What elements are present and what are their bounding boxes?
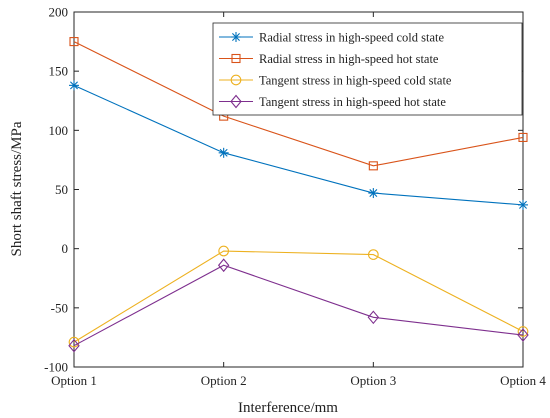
data-point	[69, 80, 79, 91]
data-point	[218, 245, 230, 257]
y-tick-label: 50	[55, 182, 68, 197]
legend-box	[212, 22, 523, 116]
series-2	[69, 37, 528, 171]
legend-label: Tangent stress in high-speed hot state	[259, 95, 446, 109]
y-tick-label: -50	[51, 300, 68, 315]
data-point	[69, 37, 79, 47]
data-point	[367, 249, 379, 260]
y-tick-label: 100	[49, 123, 69, 138]
data-point	[68, 336, 80, 348]
x-tick-label: Option 3	[350, 373, 396, 388]
x-tick-label: Option 1	[51, 373, 97, 388]
legend-label: Tangent stress in high-speed cold state	[259, 74, 452, 88]
legend-label: Radial stress in high-speed cold state	[259, 31, 444, 45]
data-point	[518, 199, 528, 210]
data-point	[367, 310, 380, 325]
y-tick-label: 0	[62, 241, 69, 256]
legend-item: Radial stress in high-speed hot state	[219, 52, 439, 66]
series-line	[73, 264, 524, 347]
y-tick-label: 150	[49, 64, 69, 79]
series-line	[73, 84, 524, 206]
data-point	[517, 328, 529, 342]
y-tick-label: 200	[49, 5, 69, 20]
legend-item: Tangent stress in high-speed hot state	[219, 94, 446, 109]
data-point	[517, 326, 529, 337]
y-tick-label: -100	[44, 360, 68, 375]
legend-item: Tangent stress in high-speed cold state	[219, 74, 452, 88]
series-line	[73, 250, 524, 343]
legend-marker	[231, 53, 241, 64]
series-line	[73, 41, 524, 167]
data-point	[68, 338, 80, 353]
x-axis-label: Interference/mm	[238, 400, 338, 416]
series-4	[68, 258, 529, 353]
legend-marker	[230, 94, 242, 109]
series-3	[68, 245, 529, 348]
data-series	[68, 37, 529, 353]
legend-marker	[230, 74, 242, 86]
series-1	[69, 80, 528, 210]
legend: Radial stress in high-speed cold state Ra…	[212, 22, 523, 116]
legend-label: Radial stress in high-speed hot state	[259, 52, 439, 66]
legend-marker	[231, 32, 241, 42]
x-tick-label: Option 4	[500, 373, 546, 388]
legend-item: Radial stress in high-speed cold state	[219, 31, 444, 45]
data-point	[368, 188, 379, 199]
data-point	[217, 258, 230, 273]
x-tick-label: Option 2	[201, 373, 247, 388]
data-point	[368, 161, 378, 171]
data-point	[218, 147, 229, 158]
y-axis-label: Short shaft stress/MPa	[9, 121, 25, 256]
data-point	[518, 132, 528, 142]
